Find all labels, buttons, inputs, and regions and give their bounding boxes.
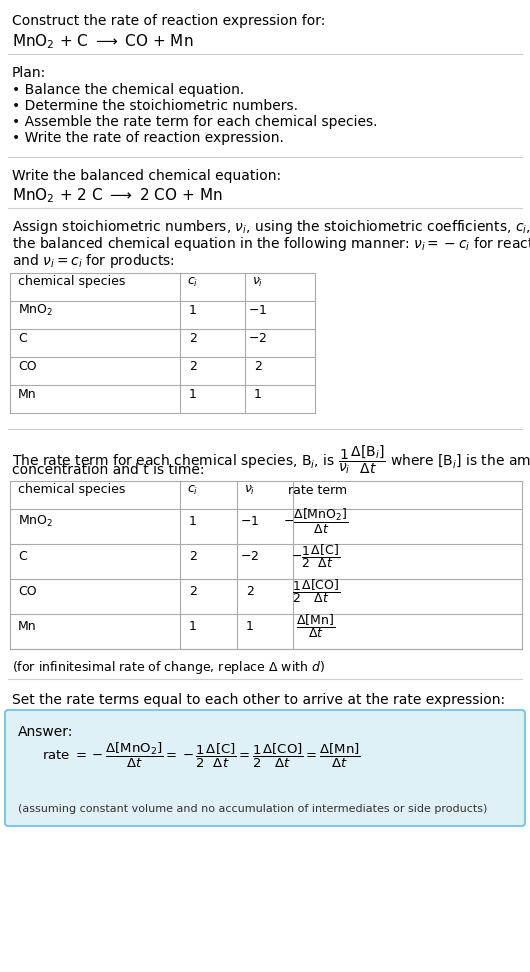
Text: 1: 1 xyxy=(189,515,197,528)
Text: $-\dfrac{1}{2}\dfrac{\Delta[\mathrm{C}]}{\Delta t}$: $-\dfrac{1}{2}\dfrac{\Delta[\mathrm{C}]}… xyxy=(292,542,340,571)
Text: CO: CO xyxy=(18,360,37,372)
Text: concentration and t is time:: concentration and t is time: xyxy=(12,463,205,477)
Text: 2: 2 xyxy=(189,550,197,563)
Text: (for infinitesimal rate of change, replace $\Delta$ with $d$): (for infinitesimal rate of change, repla… xyxy=(12,659,325,676)
Text: CO: CO xyxy=(18,585,37,598)
Text: Mn: Mn xyxy=(18,620,37,633)
Text: $-1$: $-1$ xyxy=(241,515,260,528)
Text: rate $= -\dfrac{\Delta[\mathrm{MnO_2}]}{\Delta t} = -\dfrac{1}{2}\dfrac{\Delta[\: rate $= -\dfrac{\Delta[\mathrm{MnO_2}]}{… xyxy=(42,741,361,770)
Text: $c_i$: $c_i$ xyxy=(188,483,199,497)
Text: $-2$: $-2$ xyxy=(241,550,260,563)
Text: $\nu_i$: $\nu_i$ xyxy=(244,483,255,497)
Text: 2: 2 xyxy=(189,585,197,598)
Text: Mn: Mn xyxy=(18,388,37,400)
Text: the balanced chemical equation in the following manner: $\nu_i = -c_i$ for react: the balanced chemical equation in the fo… xyxy=(12,235,530,253)
Text: $-\dfrac{\Delta[\mathrm{MnO_2}]}{\Delta t}$: $-\dfrac{\Delta[\mathrm{MnO_2}]}{\Delta … xyxy=(284,507,349,536)
Text: chemical species: chemical species xyxy=(18,483,126,497)
Text: • Determine the stoichiometric numbers.: • Determine the stoichiometric numbers. xyxy=(12,99,298,113)
Text: (assuming constant volume and no accumulation of intermediates or side products): (assuming constant volume and no accumul… xyxy=(18,804,488,814)
Text: 2: 2 xyxy=(189,360,197,372)
Text: $\mathrm{MnO_2}$ + 2 C $\longrightarrow$ 2 CO + Mn: $\mathrm{MnO_2}$ + 2 C $\longrightarrow$… xyxy=(12,186,223,205)
Text: 1: 1 xyxy=(254,388,262,400)
Text: Construct the rate of reaction expression for:: Construct the rate of reaction expressio… xyxy=(12,14,325,28)
Text: Write the balanced chemical equation:: Write the balanced chemical equation: xyxy=(12,169,281,183)
Text: C: C xyxy=(18,331,26,344)
Text: 1: 1 xyxy=(246,620,254,633)
Text: $\mathrm{MnO_2}$: $\mathrm{MnO_2}$ xyxy=(18,514,54,529)
Text: $\mathrm{MnO_2}$ + C $\longrightarrow$ CO + Mn: $\mathrm{MnO_2}$ + C $\longrightarrow$ C… xyxy=(12,32,193,51)
Text: 1: 1 xyxy=(189,388,197,400)
Text: 2: 2 xyxy=(189,331,197,344)
Text: • Assemble the rate term for each chemical species.: • Assemble the rate term for each chemic… xyxy=(12,115,377,129)
Text: $\dfrac{\Delta[\mathrm{Mn}]}{\Delta t}$: $\dfrac{\Delta[\mathrm{Mn}]}{\Delta t}$ xyxy=(296,612,335,641)
Text: $-1$: $-1$ xyxy=(249,303,268,317)
FancyBboxPatch shape xyxy=(5,710,525,826)
Text: Assign stoichiometric numbers, $\nu_i$, using the stoichiometric coefficients, $: Assign stoichiometric numbers, $\nu_i$, … xyxy=(12,218,530,236)
Text: rate term: rate term xyxy=(288,483,348,497)
Text: 1: 1 xyxy=(189,620,197,633)
Text: $\dfrac{1}{2}\dfrac{\Delta[\mathrm{CO}]}{\Delta t}$: $\dfrac{1}{2}\dfrac{\Delta[\mathrm{CO}]}… xyxy=(292,577,340,606)
Text: 1: 1 xyxy=(189,303,197,317)
Text: chemical species: chemical species xyxy=(18,275,126,289)
Text: $c_i$: $c_i$ xyxy=(188,275,199,289)
Text: • Balance the chemical equation.: • Balance the chemical equation. xyxy=(12,83,244,97)
Text: • Write the rate of reaction expression.: • Write the rate of reaction expression. xyxy=(12,131,284,145)
Text: $\nu_i$: $\nu_i$ xyxy=(252,275,264,289)
Text: Plan:: Plan: xyxy=(12,66,46,80)
Text: 2: 2 xyxy=(254,360,262,372)
Text: and $\nu_i = c_i$ for products:: and $\nu_i = c_i$ for products: xyxy=(12,252,175,270)
Text: Answer:: Answer: xyxy=(18,725,73,739)
Text: 2: 2 xyxy=(246,585,254,598)
Text: $\mathrm{MnO_2}$: $\mathrm{MnO_2}$ xyxy=(18,302,54,318)
Text: Set the rate terms equal to each other to arrive at the rate expression:: Set the rate terms equal to each other t… xyxy=(12,693,505,707)
Text: The rate term for each chemical species, $\mathrm{B}_i$, is $\dfrac{1}{\nu_i}\df: The rate term for each chemical species,… xyxy=(12,443,530,475)
Text: $-2$: $-2$ xyxy=(249,331,268,344)
Text: C: C xyxy=(18,550,26,563)
